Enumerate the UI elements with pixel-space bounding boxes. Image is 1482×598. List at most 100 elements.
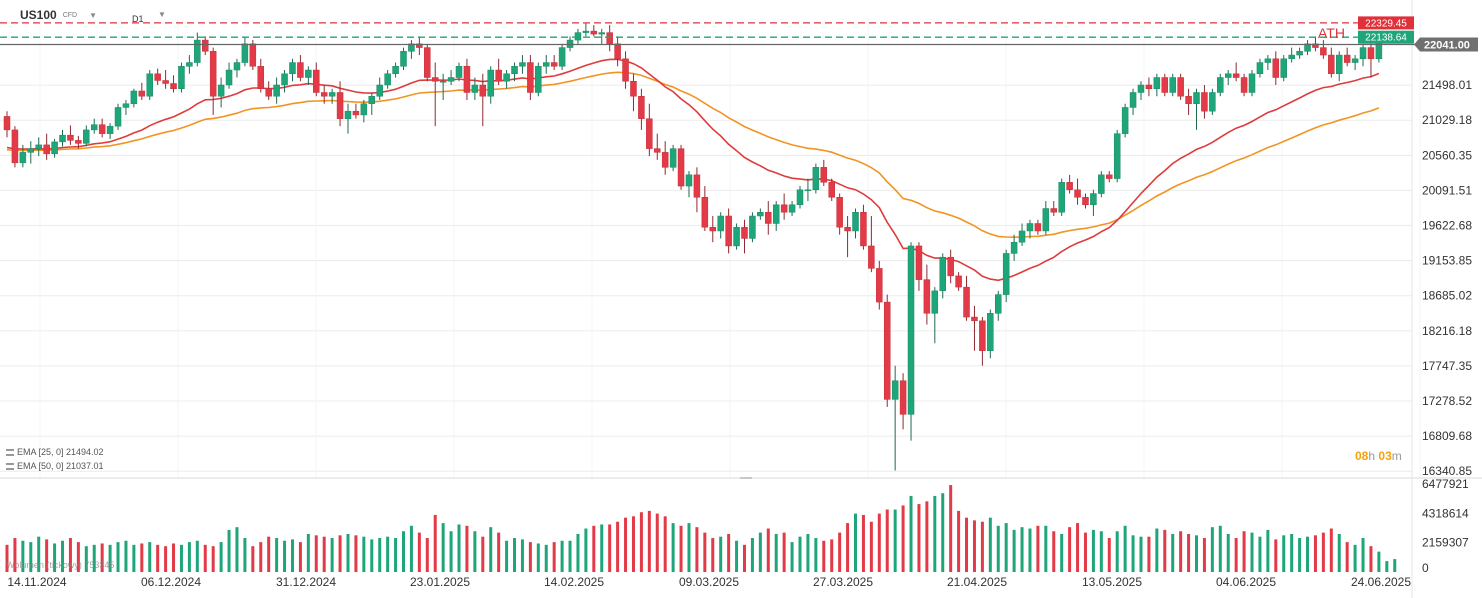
candle: [527, 55, 534, 100]
candle: [281, 70, 288, 93]
timeframe-dropdown-icon[interactable]: ▼: [158, 10, 166, 19]
candle: [320, 84, 328, 104]
candle: [495, 58, 502, 85]
volume-bar: [1329, 528, 1333, 572]
ema50-legend-text: EMA [50, 0] 21037.01: [17, 461, 104, 471]
candle: [701, 186, 709, 231]
time-tick-label: 23.01.2025: [410, 575, 470, 589]
volume-bar: [378, 538, 382, 572]
indicator-menu-icon[interactable]: [6, 448, 14, 456]
volume-bar: [608, 524, 612, 572]
price-tick-label: 17747.35: [1422, 359, 1472, 373]
volume-bar: [846, 523, 850, 572]
candle-body: [1137, 84, 1145, 93]
candle: [955, 272, 962, 291]
volume-bar: [798, 536, 802, 572]
volume-bar: [520, 539, 524, 572]
candle-body: [923, 279, 931, 314]
candle-body: [947, 256, 954, 277]
volume-bar: [1266, 529, 1270, 572]
volume-bar: [235, 527, 239, 572]
price-tick-label: 16809.68: [1422, 429, 1472, 443]
candle-body: [1074, 189, 1081, 198]
candle-body: [511, 66, 518, 75]
ema50-legend[interactable]: EMA [50, 0] 21037.01: [6, 461, 104, 471]
candle-body: [241, 43, 249, 63]
volume-bar: [1163, 529, 1167, 572]
volume-bar: [338, 535, 342, 572]
candle: [233, 58, 241, 78]
candle: [416, 36, 423, 56]
candle: [1082, 193, 1089, 209]
candle: [923, 264, 931, 325]
candle-body: [661, 152, 669, 168]
candle-body: [431, 77, 439, 82]
symbol-dropdown-icon[interactable]: ▼: [89, 10, 98, 20]
indicator-menu-icon[interactable]: [6, 462, 14, 470]
candle-body: [749, 215, 756, 239]
candle-body: [138, 90, 146, 97]
candle-body: [780, 204, 788, 213]
volume-bar: [544, 544, 548, 572]
candle: [685, 171, 693, 198]
volume-bar: [1028, 528, 1032, 572]
candle-body: [931, 290, 939, 314]
candle: [852, 208, 859, 239]
time-axis: 14.11.2024 06.12.2024 31.12.2024 23.01.2025…: [7, 575, 1411, 589]
volume-bar: [243, 538, 247, 572]
volume-bar: [354, 535, 358, 572]
volume-bar: [528, 542, 532, 572]
time-tick-label: 27.03.2025: [813, 575, 873, 589]
candle-body: [995, 294, 1002, 314]
volume-bar: [53, 543, 57, 572]
volume-bar: [449, 531, 453, 572]
candle-body: [233, 62, 241, 71]
candle-body: [1217, 77, 1224, 93]
symbol-label[interactable]: US100: [20, 8, 57, 22]
volume-bar: [306, 533, 310, 572]
volume-bar: [124, 540, 128, 572]
volume-bar: [1377, 551, 1381, 572]
volume-bar: [433, 514, 437, 572]
volume-bar: [1202, 538, 1206, 572]
candle-body: [170, 83, 177, 89]
volume-bar: [76, 542, 80, 572]
volume-bar: [1012, 529, 1016, 572]
timeframe-label[interactable]: D1: [132, 14, 144, 24]
volume-bar: [187, 542, 191, 572]
candle: [661, 141, 669, 175]
candle-body: [828, 182, 835, 198]
candle-body: [130, 90, 138, 104]
chart-header[interactable]: US100 CFD ▼: [20, 8, 97, 22]
candle-body: [328, 92, 336, 97]
volume-bar: [1155, 528, 1159, 572]
candle: [1002, 249, 1010, 303]
candle: [463, 58, 471, 100]
candle: [733, 223, 740, 250]
candle-body: [67, 134, 74, 141]
candle-body: [408, 43, 415, 52]
ema25-legend[interactable]: EMA [25, 0] 21494.02: [6, 447, 104, 457]
candle-body: [1090, 193, 1097, 206]
candle: [899, 373, 907, 430]
candle: [90, 118, 98, 134]
volume-bar: [592, 525, 596, 572]
candle-body: [1351, 58, 1359, 63]
candle-body: [1098, 174, 1105, 194]
time-tick-label: 21.04.2025: [947, 575, 1007, 589]
candle-body: [98, 124, 106, 134]
candle: [614, 36, 621, 67]
volume-bar: [140, 543, 144, 572]
candle: [400, 47, 407, 71]
volume-bar: [37, 536, 41, 572]
candle: [1351, 55, 1359, 71]
time-tick-label: 13.05.2025: [1082, 575, 1142, 589]
candle: [178, 62, 185, 93]
candle-body: [1367, 47, 1375, 60]
candle-body: [1256, 62, 1264, 75]
candle: [83, 125, 90, 147]
candle: [75, 135, 82, 149]
candle: [130, 88, 138, 108]
candle: [344, 103, 352, 134]
